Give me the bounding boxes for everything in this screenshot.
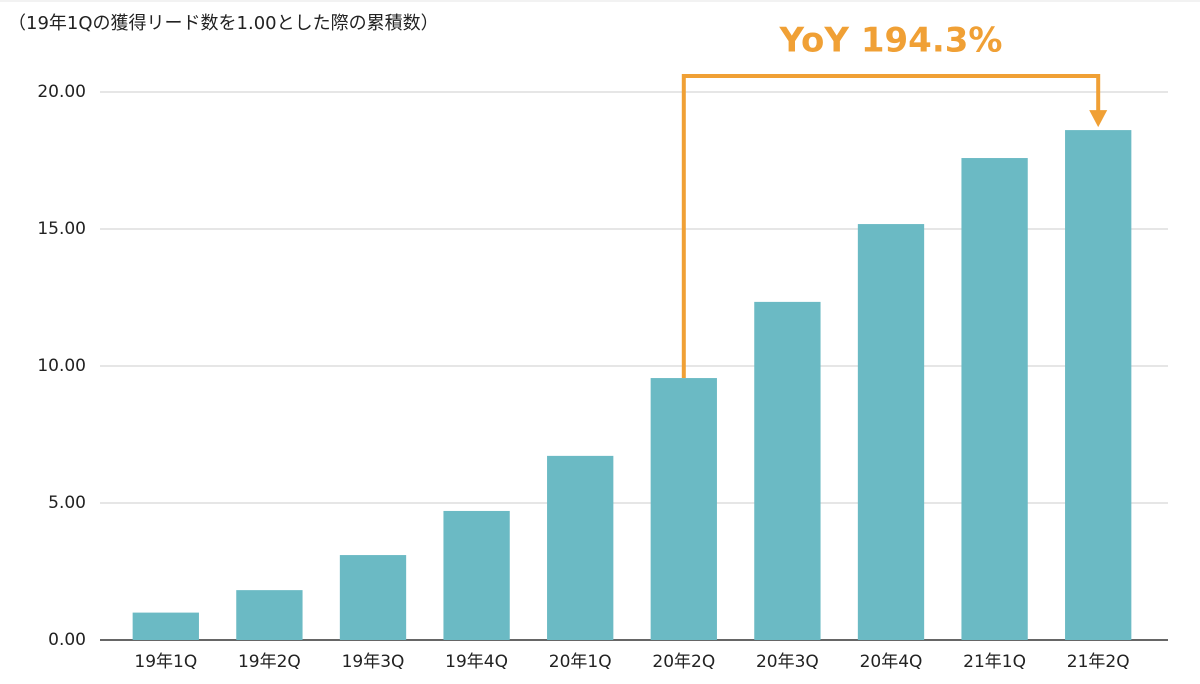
bar: [857, 224, 925, 640]
y-tick-label: 15.00: [37, 219, 86, 239]
x-tick-label: 19年3Q: [342, 652, 405, 672]
x-tick-label: 20年4Q: [860, 652, 923, 672]
yoy-arrowhead: [1089, 110, 1108, 128]
bar: [236, 590, 303, 640]
bar: [547, 455, 614, 640]
chart-title: （19年1Qの獲得リード数を1.00とした際の累積数）: [8, 13, 439, 34]
x-tick-label: 19年1Q: [134, 652, 197, 672]
y-tick-label: 0.00: [48, 630, 86, 650]
x-tick-label: 19年2Q: [238, 652, 301, 672]
bar: [443, 510, 510, 640]
x-tick-label: 20年3Q: [756, 652, 819, 672]
x-tick-label: 19年4Q: [445, 652, 508, 672]
y-tick-label: 10.00: [37, 356, 86, 376]
x-tick-label: 21年1Q: [963, 652, 1026, 672]
x-tick-label: 20年1Q: [549, 652, 612, 672]
yoy-annotation: YoY 194.3%: [779, 21, 1003, 61]
bar: [339, 555, 407, 640]
bar: [961, 158, 1028, 640]
x-tick-label: 20年2Q: [652, 652, 715, 672]
y-tick-label: 20.00: [37, 82, 86, 102]
bar: [754, 301, 821, 640]
yoy-bracket: [681, 74, 1101, 379]
x-tick-label: 21年2Q: [1067, 652, 1130, 672]
bar: [650, 378, 717, 640]
bar: [1065, 130, 1132, 640]
y-tick-label: 5.00: [48, 493, 86, 513]
bar: [132, 612, 199, 640]
